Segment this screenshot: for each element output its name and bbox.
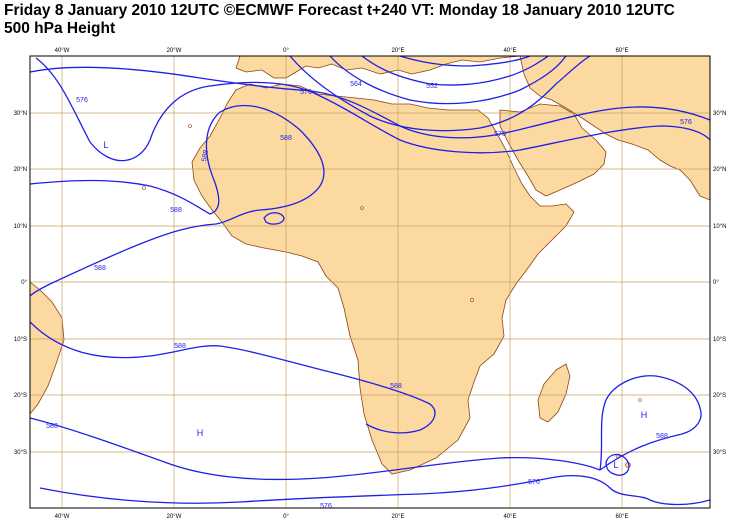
lat-label: 20°N — [14, 167, 27, 173]
contour-line — [289, 56, 591, 132]
lake-victoria — [469, 297, 475, 303]
contour-label: 588 — [201, 149, 210, 162]
contour-label: 576 — [320, 503, 332, 510]
chart-title: Friday 8 January 2010 12UTC ©ECMWF Forec… — [4, 2, 675, 38]
contour-label: 588 — [656, 433, 668, 440]
lon-label: 60°E — [615, 48, 628, 54]
contour-line — [599, 375, 702, 471]
contour-label: 552 — [426, 83, 438, 90]
lon-label: 40°W — [55, 48, 70, 54]
contour-label: 588 — [390, 383, 402, 390]
contour-line — [39, 475, 710, 506]
contour-line — [399, 56, 531, 67]
lat-label: 20°N — [713, 167, 726, 173]
title-line-field: 500 hPa Height — [4, 20, 116, 37]
pressure-centres: L H H L — [103, 140, 647, 470]
cape-verde-island — [142, 186, 146, 190]
contour-line — [605, 453, 630, 476]
lat-label: 10°N — [14, 224, 27, 230]
contour-label: 564 — [350, 81, 362, 88]
madagascar-landmass — [537, 363, 571, 423]
lon-label: 20°E — [391, 514, 404, 520]
high-pressure-marker: H — [197, 428, 204, 438]
longitude-labels-top: 40°W 20°W 0° 20°E 40°E 60°E — [55, 48, 629, 54]
lat-label: 30°S — [14, 450, 27, 456]
lon-label: 20°E — [391, 48, 404, 54]
lat-label: 10°N — [713, 224, 726, 230]
contour-label: 588 — [46, 423, 58, 430]
contour-label: 576 — [680, 119, 692, 126]
lon-label: 40°E — [503, 48, 516, 54]
south-america-landmass — [30, 281, 65, 415]
lake-chad — [360, 206, 364, 210]
low-pressure-marker: L — [613, 460, 618, 470]
lon-label: 20°W — [167, 48, 182, 54]
map-frame — [29, 55, 711, 509]
lat-label: 20°S — [713, 393, 726, 399]
contour-line — [361, 56, 549, 86]
contour-label: 588 — [94, 265, 106, 272]
contour-label: 588 — [174, 343, 186, 350]
height-contours — [30, 56, 710, 506]
title-line-forecast: Friday 8 January 2010 12UTC ©ECMWF Forec… — [4, 2, 675, 19]
lon-label: 0° — [283, 514, 289, 520]
contour-line — [263, 212, 285, 225]
contour-line — [35, 57, 710, 162]
contour-label: 576 — [528, 479, 540, 486]
lon-label: 40°E — [503, 514, 516, 520]
contour-line — [30, 66, 710, 139]
lat-label: 10°S — [713, 337, 726, 343]
africa-eurasia-landmass — [191, 56, 575, 475]
contour-label: 576 — [300, 89, 312, 96]
canary-island — [188, 124, 192, 128]
latitude-labels-left: 30°N 20°N 10°N 0° 10°S 20°S 30°S — [14, 111, 28, 456]
lon-label: 40°W — [55, 514, 70, 520]
lat-label: 0° — [21, 280, 27, 286]
graticule — [30, 56, 710, 508]
high-pressure-marker: H — [641, 410, 648, 420]
low-pressure-marker: L — [103, 140, 108, 150]
lat-label: 20°S — [14, 393, 27, 399]
lat-label: 30°S — [713, 450, 726, 456]
contour-label: 576 — [494, 131, 506, 138]
lon-label: 60°E — [615, 514, 628, 520]
arabia-landmass — [499, 103, 607, 197]
contour-labels: 576 576 564 552 576 576 588 588 588 588 … — [46, 81, 692, 510]
latitude-labels-right: 30°N 20°N 10°N 0° 10°S 20°S 30°S — [713, 111, 726, 456]
small-island — [638, 398, 642, 402]
contour-label: 588 — [280, 135, 292, 142]
lat-label: 30°N — [14, 111, 27, 117]
contour-line — [30, 321, 436, 434]
lat-label: 30°N — [713, 111, 726, 117]
land-masses — [30, 56, 710, 475]
lon-label: 20°W — [167, 514, 182, 520]
contour-label: 588 — [170, 207, 182, 214]
contour-label: 576 — [76, 97, 88, 104]
lat-label: 0° — [713, 280, 719, 286]
contour-line — [30, 105, 325, 297]
contour-line — [329, 56, 567, 105]
lat-label: 10°S — [14, 337, 27, 343]
longitude-labels-bottom: 40°W 20°W 0° 20°E 40°E 60°E — [55, 514, 629, 520]
contour-line — [30, 417, 601, 481]
lon-label: 0° — [283, 48, 289, 54]
